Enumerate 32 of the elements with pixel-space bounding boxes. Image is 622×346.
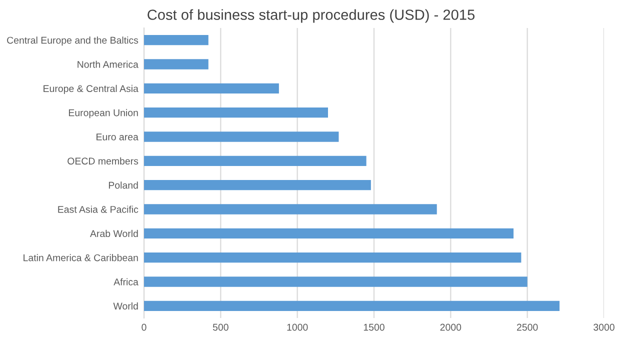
bar [144,180,371,190]
y-tick-label: Africa [114,278,138,286]
bar [144,59,208,70]
y-tick-label: European Union [68,109,138,118]
y-tick-label: East Asia & Pacific [58,206,138,213]
x-tick-label: 2000 [440,324,462,331]
chart-title: Cost of business start-up procedures (USD) - 2015 [148,9,475,23]
y-tick-label: Poland [108,182,138,189]
x-tick-label: 3000 [594,324,614,331]
bar [144,108,328,118]
bar [144,300,560,311]
bar [144,252,522,263]
x-tick-label: 1500 [364,324,384,331]
bar [144,276,528,287]
x-tick-label: 500 [212,324,228,331]
y-tick-label: Europe & Central Asia [44,84,138,94]
x-tick-label: 2500 [517,324,538,331]
bar [144,228,514,238]
bar [144,83,279,94]
y-tick-label: North America [78,60,138,68]
y-tick-label: Arab World [90,230,138,238]
bar [144,35,208,46]
y-tick-label: Latin America & Caribbean [24,254,138,262]
y-tick-label: OECD members [68,157,138,165]
y-tick-label: Euro area [96,134,138,140]
bar [144,132,339,142]
y-tick-label: Central Europe and the Baltics [7,36,138,46]
x-tick-label: 1000 [287,324,308,331]
bar [144,204,437,214]
bar [144,156,366,166]
x-tick-label: 0 [142,324,146,331]
y-tick-label: World [113,302,138,310]
